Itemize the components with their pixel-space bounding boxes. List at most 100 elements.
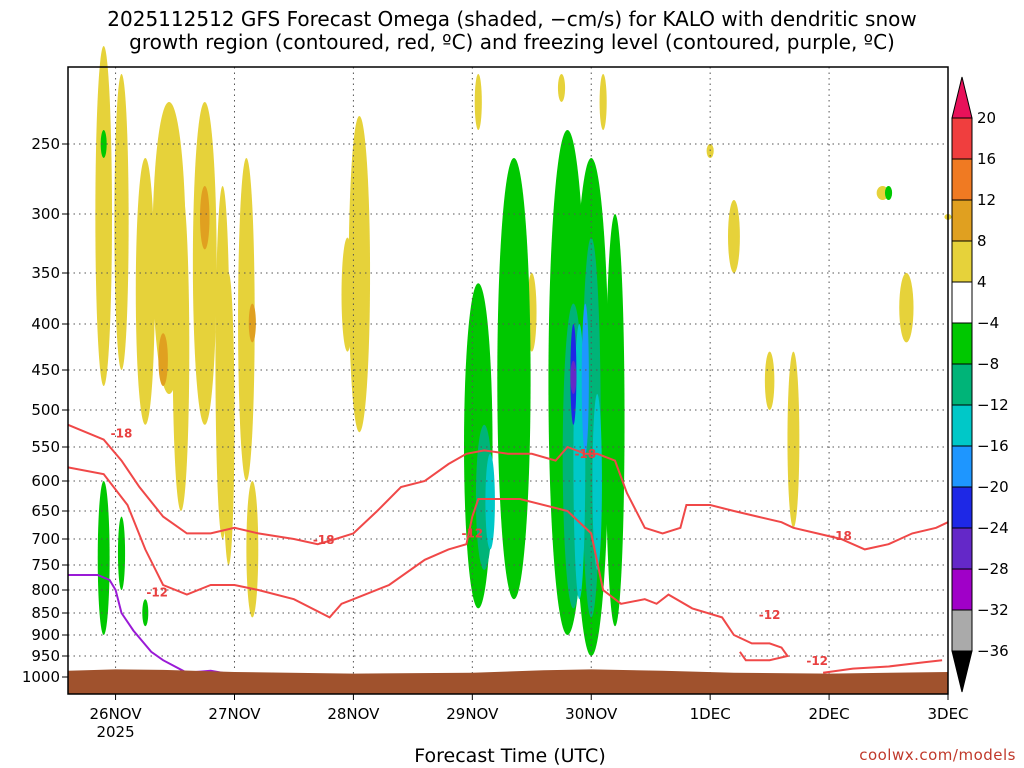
omega-blob-25 (248, 303, 256, 343)
y-tick-label: 800 (31, 581, 60, 599)
colorbar-swatch (951, 445, 973, 488)
x-tick-label: 3DEC (927, 705, 968, 723)
omega-blob-8 (246, 481, 259, 618)
colorbar-top-arrow (951, 76, 973, 119)
plot-border (67, 66, 949, 695)
contour-label: -12 (146, 585, 168, 599)
contour-lines (67, 423, 949, 678)
omega-blob-16 (787, 351, 800, 528)
y-tick-label: 650 (31, 502, 60, 520)
colorbar-swatch (951, 568, 973, 611)
omega-blob-34 (605, 214, 625, 627)
colorbar-label: −16 (977, 437, 1009, 455)
colorbar-swatch (951, 240, 973, 283)
x-year-label: 2025 (96, 723, 134, 741)
omega-blob-0 (95, 46, 112, 386)
y-tick-label: 750 (31, 556, 60, 574)
omega-blob-24 (158, 333, 168, 386)
y-tick-label: 350 (31, 264, 60, 282)
contour-label: -18 (111, 427, 133, 441)
omega-blob-18 (764, 351, 775, 410)
omega-blob-15 (599, 74, 607, 130)
omega-blob-28 (117, 516, 126, 590)
x-axis-label: Forecast Time (UTC) (414, 745, 606, 767)
colorbar-label: −4 (977, 314, 999, 332)
omega-blob-27 (97, 481, 110, 635)
colorbar-swatch (951, 363, 973, 406)
omega-blob-42 (581, 303, 589, 454)
y-tick-label: 950 (31, 647, 60, 665)
colorbar-label: −32 (977, 601, 1009, 619)
y-tick-label: 500 (31, 401, 60, 419)
y-tick-label: 250 (31, 135, 60, 153)
y-tick-label: 400 (31, 315, 60, 333)
contour-1 (67, 423, 949, 551)
x-axis-ticks: 26NOV 27NOV 28NOV 29NOV 30NOV 1DEC 2DEC 3DEC 202… (90, 694, 969, 741)
colorbar-label: 4 (977, 273, 987, 291)
omega-blob-39 (485, 453, 495, 550)
colorbar-swatch (951, 486, 973, 529)
plot-frame (67, 66, 949, 695)
colorbar-swatch (951, 322, 973, 365)
contour-labels: -18 -18 -18 -18 -12 -12 -12 -12 (111, 427, 852, 668)
omega-blob-2 (135, 158, 155, 425)
omega-blob-10 (348, 116, 371, 433)
y-tick-label: 550 (31, 438, 60, 456)
omega-blob-7 (238, 158, 255, 481)
omega-blob-11 (341, 237, 354, 352)
y-tick-label: 1000 (22, 668, 60, 686)
colorbar-swatch (951, 404, 973, 447)
omega-blob-26 (100, 130, 107, 158)
omega-blob-35 (884, 186, 893, 200)
y-tick-label: 850 (31, 604, 60, 622)
colorbar-label: −36 (977, 642, 1009, 660)
x-tick-label: 28NOV (327, 705, 380, 723)
colorbar-label: 16 (977, 150, 996, 168)
contour-label: -18 (830, 529, 852, 543)
contour-2 (822, 659, 943, 674)
omega-blob-5 (192, 102, 217, 425)
colorbar-swatch (951, 609, 973, 652)
credit-link[interactable]: coolwx.com/models (859, 746, 1016, 764)
contour-label: -12 (806, 654, 828, 668)
chart-title: 2025112512 GFS Forecast Omega (shaded, −… (107, 7, 917, 54)
colorbar-label: −20 (977, 478, 1009, 496)
y-axis-ticks: 250 300 350 400 450 500 550 600 650 700 750 800 850 9… (22, 135, 68, 686)
y-tick-label: 300 (31, 205, 60, 223)
x-tick-label: 2DEC (809, 705, 850, 723)
contour-label: -12 (759, 608, 781, 622)
ground-fill (68, 669, 948, 694)
omega-blob-20 (899, 273, 914, 343)
omega-blob-1 (114, 74, 129, 370)
y-tick-label: 700 (31, 530, 60, 548)
y-tick-label: 900 (31, 626, 60, 644)
omega-blob-44 (570, 360, 577, 394)
colorbar-swatch (951, 117, 973, 160)
omega-shading (95, 46, 952, 656)
omega-blob-12 (474, 74, 482, 130)
colorbar-label: −8 (977, 355, 999, 373)
x-tick-label: 27NOV (208, 705, 261, 723)
contour-label: -12 (461, 526, 483, 540)
y-tick-label: 450 (31, 361, 60, 379)
omega-blob-4 (172, 186, 190, 511)
colorbar-label: 20 (977, 109, 996, 127)
omega-blob-9 (222, 273, 235, 565)
y-tick-label: 600 (31, 472, 60, 490)
omega-blob-14 (557, 74, 566, 102)
colorbar-swatch (951, 281, 973, 324)
contour-label: -18 (574, 447, 596, 461)
x-tick-label: 29NOV (446, 705, 499, 723)
terrain-ground (68, 669, 948, 694)
x-tick-label: 26NOV (90, 705, 143, 723)
omega-blob-17 (728, 200, 740, 273)
colorbar-label: −24 (977, 519, 1009, 537)
contour-3 (68, 574, 235, 678)
colorbar-bottom-arrow (951, 650, 973, 693)
x-tick-label: 1DEC (690, 705, 731, 723)
colorbar-swatch (951, 527, 973, 570)
colorbar: 20 16 12 8 4 −4 −8 −12 −16 −20 −24 −28 −32 −36 (951, 76, 1009, 693)
contour-label: -18 (313, 533, 335, 547)
colorbar-swatch (951, 158, 973, 201)
